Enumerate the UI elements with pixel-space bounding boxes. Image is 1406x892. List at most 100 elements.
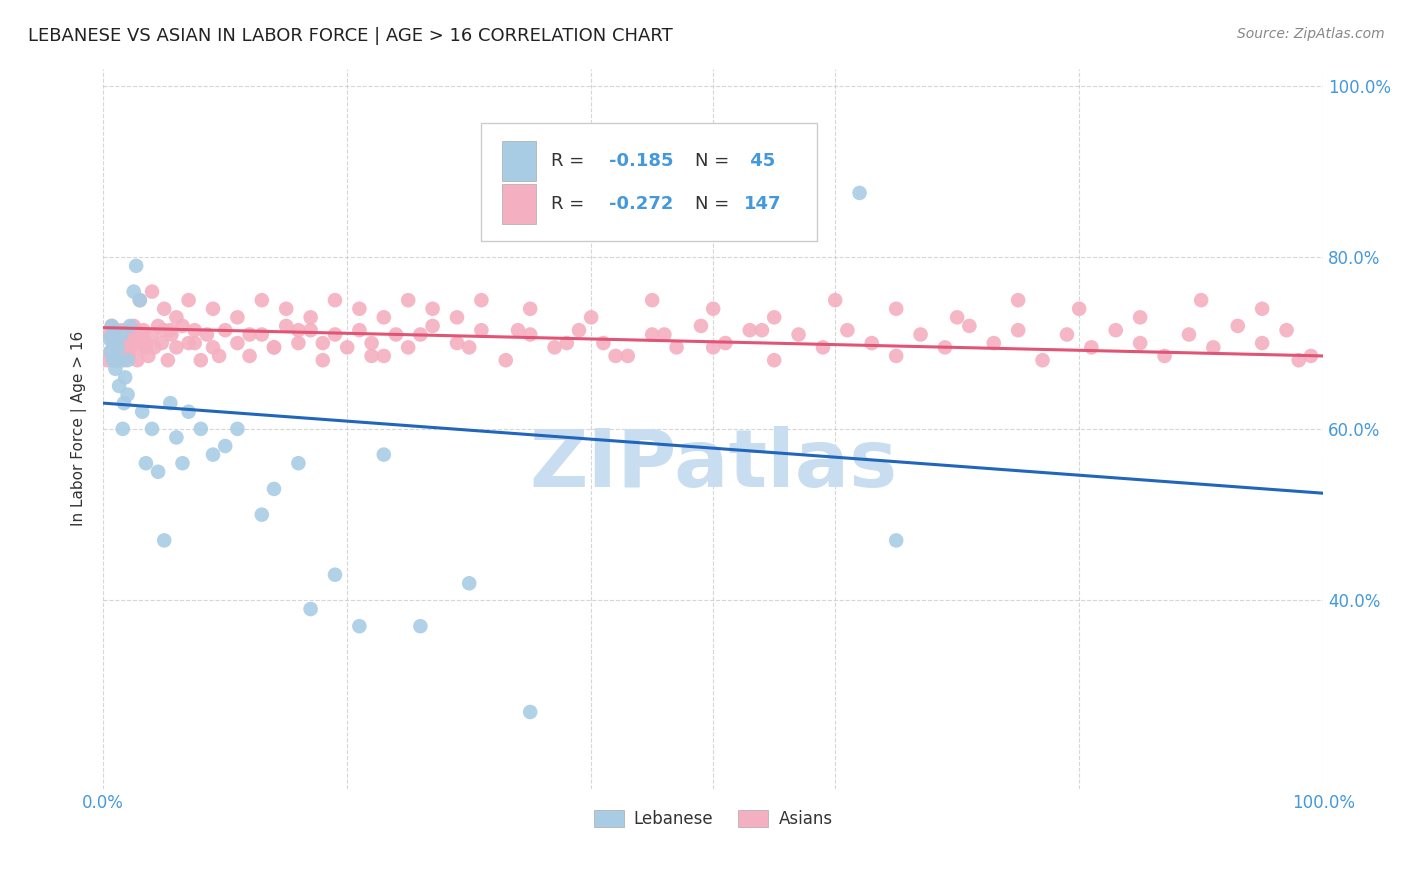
Point (837, 323, 859, 337)
Point (446, 310, 468, 325)
Y-axis label: In Labor Force | Age > 16: In Labor Force | Age > 16 (72, 331, 87, 526)
Point (201, 448, 224, 462)
Point (543, 340, 565, 354)
Point (1299, 349, 1322, 363)
Point (104, 323, 127, 337)
Point (605, 349, 627, 363)
Point (360, 349, 382, 363)
Point (183, 323, 205, 337)
Point (884, 533, 907, 548)
Point (396, 340, 419, 354)
Point (1032, 353, 1054, 368)
Point (811, 340, 834, 354)
Point (159, 396, 181, 410)
Point (190, 422, 212, 436)
Point (276, 301, 298, 316)
Point (349, 619, 371, 633)
Point (519, 301, 541, 316)
Point (654, 327, 676, 342)
Point (641, 327, 664, 342)
Point (214, 439, 236, 453)
Point (141, 327, 163, 342)
Point (112, 353, 135, 368)
Point (114, 370, 136, 384)
Point (118, 327, 141, 342)
Point (98, 327, 121, 342)
Point (100, 318, 122, 333)
Point (138, 349, 160, 363)
Point (153, 323, 176, 337)
Point (146, 465, 169, 479)
Point (177, 405, 200, 419)
Point (714, 336, 737, 351)
Point (323, 327, 346, 342)
Point (143, 340, 166, 354)
Point (104, 323, 127, 337)
Point (100, 318, 122, 333)
Point (446, 336, 468, 351)
Point (458, 340, 481, 354)
Point (1226, 318, 1249, 333)
Point (1080, 340, 1102, 354)
Point (373, 349, 395, 363)
Point (665, 340, 688, 354)
Point (201, 340, 224, 354)
Point (506, 323, 529, 337)
Point (396, 293, 419, 308)
Point (124, 336, 146, 351)
Text: 147: 147 (744, 195, 782, 213)
Point (208, 349, 231, 363)
Point (910, 327, 932, 342)
Point (1129, 336, 1152, 351)
Point (1153, 349, 1175, 363)
Point (787, 327, 810, 342)
Point (122, 285, 145, 299)
Point (519, 327, 541, 342)
Point (183, 336, 205, 351)
Point (579, 310, 602, 325)
Point (299, 310, 322, 325)
Text: N =: N = (695, 195, 730, 213)
Point (129, 340, 152, 354)
Point (470, 323, 492, 337)
Point (112, 396, 135, 410)
Point (110, 323, 132, 337)
Point (409, 327, 432, 342)
Text: ZIPatlas: ZIPatlas (529, 425, 897, 504)
Point (103, 336, 125, 351)
Point (422, 301, 444, 316)
Point (860, 336, 883, 351)
Point (957, 318, 980, 333)
Point (159, 323, 181, 337)
Point (226, 336, 249, 351)
Point (336, 340, 359, 354)
Text: N =: N = (695, 152, 730, 169)
Text: 45: 45 (744, 152, 775, 169)
Point (495, 353, 517, 368)
Point (104, 361, 127, 376)
Point (118, 318, 141, 333)
Text: R =: R = (551, 152, 583, 169)
Point (122, 327, 145, 342)
Point (226, 422, 249, 436)
Point (100, 344, 122, 359)
Point (592, 336, 614, 351)
Text: -0.272: -0.272 (609, 195, 673, 213)
Point (519, 705, 541, 719)
Point (98, 332, 121, 346)
Point (1007, 323, 1029, 337)
Point (172, 318, 194, 333)
Point (1288, 353, 1310, 368)
Point (165, 310, 187, 325)
Point (141, 422, 163, 436)
Point (983, 336, 1005, 351)
Point (135, 456, 157, 470)
Point (763, 310, 786, 325)
Text: -0.185: -0.185 (609, 152, 673, 169)
Point (884, 349, 907, 363)
Point (108, 379, 131, 393)
Point (110, 353, 132, 368)
Point (1202, 340, 1225, 354)
Point (156, 353, 179, 368)
Point (201, 301, 224, 316)
